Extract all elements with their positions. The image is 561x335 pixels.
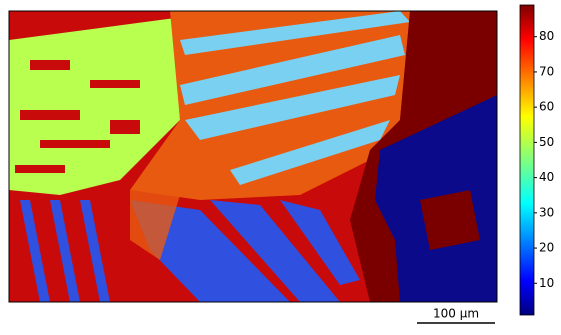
colorbar-tick-label: 80 [539, 29, 554, 43]
map-frame [8, 10, 498, 303]
colorbar-tick-label: 40 [539, 170, 554, 184]
colorbar-tick-label: 20 [539, 241, 554, 255]
colorbar-tick-label: 70 [539, 64, 554, 78]
colorbar-tick-label: 30 [539, 205, 554, 219]
colorbar-tick-label: 50 [539, 135, 554, 149]
orientation-map [9, 11, 497, 302]
scale-bar-label: 100 µm [433, 307, 479, 321]
colorbar [519, 4, 535, 316]
colorbar-tick-label: 10 [539, 276, 554, 290]
colorbar-tick-label: 60 [539, 100, 554, 114]
